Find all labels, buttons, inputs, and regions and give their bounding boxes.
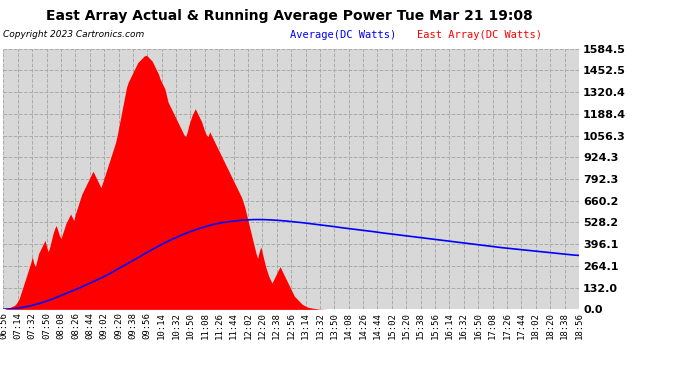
Text: East Array(DC Watts): East Array(DC Watts) [417, 30, 542, 40]
Text: Average(DC Watts): Average(DC Watts) [290, 30, 396, 40]
Text: Copyright 2023 Cartronics.com: Copyright 2023 Cartronics.com [3, 30, 145, 39]
Text: East Array Actual & Running Average Power Tue Mar 21 19:08: East Array Actual & Running Average Powe… [46, 9, 533, 23]
